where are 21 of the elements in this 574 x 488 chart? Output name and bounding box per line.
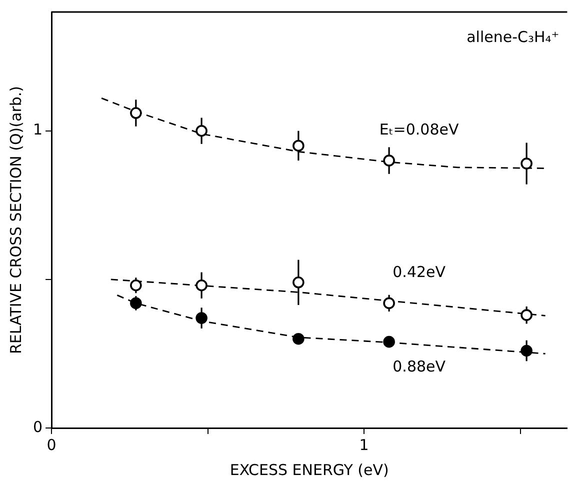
point (383, 297, 395, 310)
point (383, 154, 395, 166)
y-axis-title: RELATIVE CROSS SECTION (Q)(arb.) (6, 86, 25, 354)
point (196, 279, 208, 292)
point (292, 140, 304, 152)
point (520, 344, 532, 357)
series-label: Eₜ=0.08eV (379, 120, 460, 138)
series-label: 0.42eV (392, 263, 446, 282)
point (520, 158, 532, 170)
annotation: allene-C₃H₄⁺ (466, 28, 560, 46)
point (383, 336, 395, 348)
x-axis-title: EXCESS ENERGY (eV) (230, 460, 389, 479)
line-series (100, 97, 546, 169)
point (292, 332, 304, 345)
point (196, 312, 208, 324)
point (196, 124, 208, 137)
line-series (116, 294, 546, 354)
point (520, 309, 532, 321)
point (292, 276, 304, 288)
series-label: 0.88eV (392, 358, 446, 376)
point (130, 107, 142, 119)
